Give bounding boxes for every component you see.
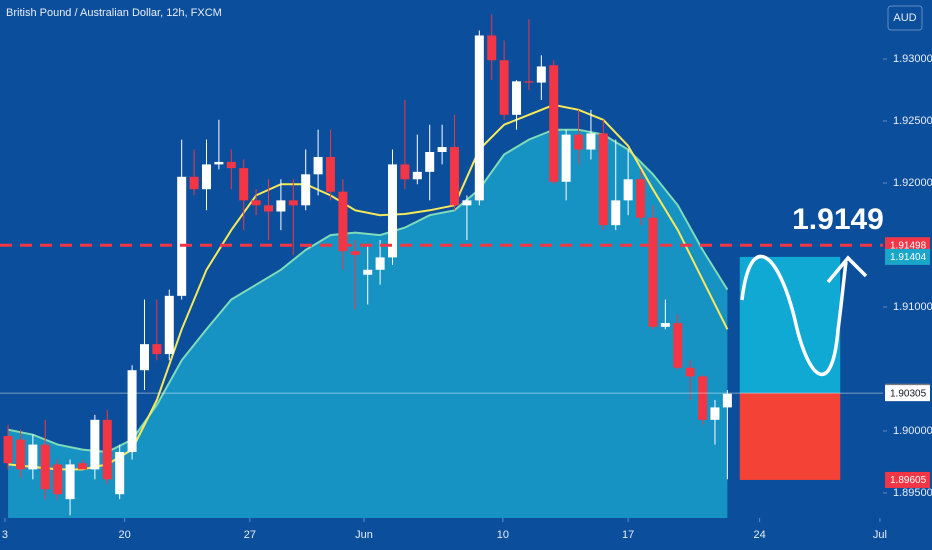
price-label: 1.90305 bbox=[890, 388, 927, 399]
candle-body bbox=[301, 174, 311, 206]
candle-body bbox=[586, 133, 596, 150]
candle-body bbox=[65, 464, 75, 500]
candle-body bbox=[263, 205, 273, 212]
candle-body bbox=[400, 164, 410, 180]
candle-body bbox=[722, 393, 732, 408]
candle-body bbox=[660, 323, 670, 327]
x-tick-label: 10 bbox=[497, 529, 509, 541]
y-tick-label: 1.92000 bbox=[893, 177, 932, 189]
candle-body bbox=[201, 164, 211, 190]
price-label: 1.91404 bbox=[890, 252, 927, 263]
candle-body bbox=[536, 66, 546, 83]
candle-body bbox=[574, 134, 584, 150]
target-zone bbox=[739, 256, 841, 394]
candle-body bbox=[512, 81, 522, 115]
candle-body bbox=[524, 81, 534, 83]
candle-body bbox=[450, 147, 460, 206]
candle-body bbox=[127, 370, 137, 453]
candle-body bbox=[685, 367, 695, 377]
currency-button[interactable] bbox=[887, 5, 923, 31]
candle-body bbox=[437, 147, 447, 153]
y-tick-label: 1.91000 bbox=[893, 301, 932, 313]
candle-body bbox=[561, 134, 571, 182]
price-label-box bbox=[885, 248, 930, 265]
candle-body bbox=[40, 444, 50, 490]
candle-body bbox=[598, 133, 608, 226]
y-tick-label: 1.90000 bbox=[893, 425, 932, 437]
candle-body bbox=[648, 217, 658, 327]
candle-body bbox=[164, 295, 174, 355]
candle-body bbox=[152, 344, 162, 355]
candle-body bbox=[102, 419, 112, 480]
candle-body bbox=[499, 60, 509, 115]
x-tick-label: Jun bbox=[355, 529, 373, 541]
price-label-box bbox=[885, 385, 930, 402]
price-label-box bbox=[885, 471, 930, 488]
candle-body bbox=[474, 35, 484, 201]
candle-body bbox=[251, 200, 261, 206]
x-tick-label: Jul bbox=[873, 529, 887, 541]
candle-body bbox=[375, 257, 385, 270]
y-tick-label: 1.89500 bbox=[893, 487, 932, 499]
forecast-arrow bbox=[826, 255, 868, 284]
x-tick-label: 27 bbox=[244, 529, 256, 541]
candle-body bbox=[239, 168, 249, 201]
candle-body bbox=[549, 65, 559, 182]
x-tick-label: 24 bbox=[753, 529, 765, 541]
candle-body bbox=[710, 407, 720, 420]
candle-body bbox=[350, 251, 360, 255]
price-label: 1.91498 bbox=[890, 240, 927, 251]
candle-body bbox=[636, 179, 646, 218]
ma-line bbox=[7, 103, 729, 471]
candle-body bbox=[425, 152, 435, 172]
candle-body bbox=[77, 463, 87, 470]
x-tick-label: 17 bbox=[622, 529, 634, 541]
x-tick-label: 3 bbox=[2, 529, 8, 541]
candle-body bbox=[611, 200, 621, 226]
candle-body bbox=[623, 179, 633, 201]
candle-body bbox=[28, 444, 38, 470]
candle-body bbox=[338, 191, 348, 252]
candle-body bbox=[462, 200, 472, 206]
candle-body bbox=[673, 323, 683, 368]
ma-area bbox=[8, 129, 728, 518]
candle-body bbox=[115, 452, 125, 495]
candle-body bbox=[363, 269, 373, 275]
forecast-wave bbox=[740, 254, 848, 377]
candle-body bbox=[326, 156, 336, 192]
candle-body bbox=[226, 161, 236, 169]
candle-body bbox=[90, 419, 100, 470]
candle-body bbox=[487, 35, 497, 61]
price-label: 1.89605 bbox=[890, 475, 927, 486]
candle-body bbox=[214, 161, 224, 165]
candle-body bbox=[139, 344, 149, 371]
annotation: 1.9149 bbox=[792, 203, 884, 236]
chart-title: British Pound / Australian Dollar, 12h, … bbox=[6, 7, 222, 19]
candle-body bbox=[3, 435, 13, 464]
candle-body bbox=[388, 164, 398, 258]
currency-label[interactable]: AUD bbox=[893, 12, 916, 24]
plot-area bbox=[0, 14, 883, 518]
y-tick-label: 1.93000 bbox=[893, 53, 932, 65]
candle-body bbox=[177, 176, 187, 296]
candle-body bbox=[276, 200, 286, 212]
candle-body bbox=[53, 464, 63, 495]
candle-body bbox=[288, 200, 298, 206]
y-tick-label: 1.92500 bbox=[893, 115, 932, 127]
candle-body bbox=[15, 439, 25, 470]
x-tick-label: 20 bbox=[119, 529, 131, 541]
candle-body bbox=[189, 176, 199, 190]
stop-zone bbox=[739, 393, 841, 480]
candle-body bbox=[412, 171, 422, 180]
candle-body bbox=[698, 376, 708, 420]
candle-body bbox=[313, 156, 323, 175]
